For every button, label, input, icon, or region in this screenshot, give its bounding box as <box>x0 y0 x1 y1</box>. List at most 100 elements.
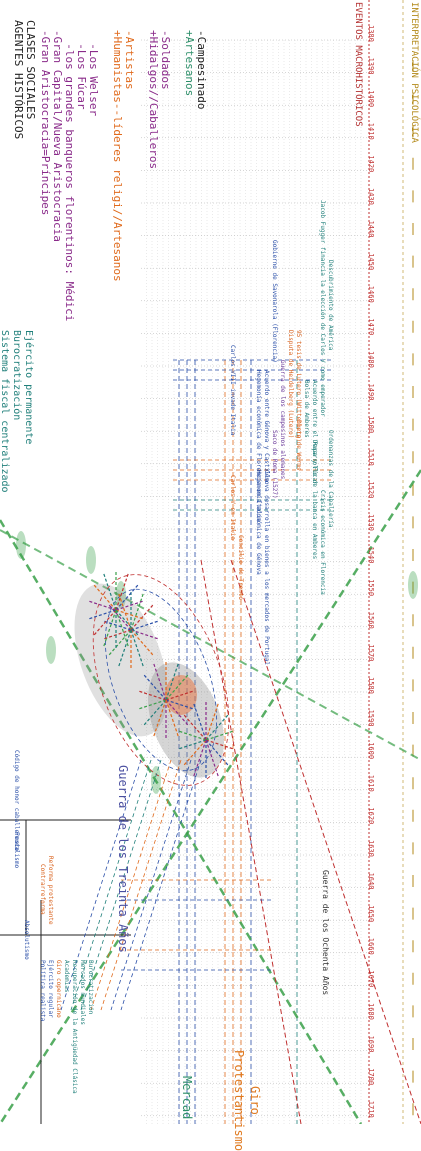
class-fucar: -Los Fúcar <box>75 30 88 110</box>
concept-giro-copernicano: Giro copernicano <box>55 960 62 1018</box>
year-label: 1520 <box>367 481 375 499</box>
year-label: 1680 <box>367 1003 375 1020</box>
label-giro: Giro <box>248 1086 262 1115</box>
axis-interpretacion-title: INTERPRETACIÓN PSICOLÓGICA <box>409 2 419 143</box>
year-label: 1510 <box>367 448 375 466</box>
year-label: 1410 <box>367 122 375 140</box>
event-heidelberg: Disputa de Heidelberg (Lutero) <box>287 330 294 439</box>
concept-academias: Academias <box>63 960 70 993</box>
state-burocratizacion: Burocratización <box>11 330 22 421</box>
green-highlight <box>408 571 418 599</box>
year-label: 1690 <box>367 1035 375 1053</box>
year-label: 1580 <box>367 677 375 694</box>
radiating-spoke <box>115 584 139 611</box>
concept-connector <box>120 759 202 1011</box>
radiating-spoke <box>108 629 132 656</box>
event-concilio-trento: Concilio de Trento <box>237 535 244 601</box>
class-welser: -Los Welser <box>87 30 100 117</box>
state-fiscal: Sistema fiscal centralizado <box>0 330 10 493</box>
year-label: 1420 <box>367 155 375 173</box>
class-medici: -los grandes banqueros florentinos: Médi… <box>63 30 76 322</box>
year-label: 1590 <box>367 709 375 727</box>
concept-burocratizacion: Burocratización <box>87 960 94 1015</box>
green-highlight <box>151 766 161 794</box>
year-label: 1710 <box>367 1100 375 1118</box>
year-label: 1390 <box>367 57 375 75</box>
label-mercado: Mercad <box>180 1076 194 1120</box>
class-hidalgos: +Hidalgos//Caballeros <box>147 30 160 170</box>
event-saco-roma: Saco de Roma (1527) <box>271 430 278 499</box>
concept-mercados: Mercados mundiales <box>79 960 86 1026</box>
year-label: 1440 <box>367 220 375 238</box>
event-ordenanzas: Ordenanzas de la Caballería <box>327 430 334 528</box>
year-label: 1460 <box>367 285 375 303</box>
class-soldados: -Soldados <box>159 30 172 90</box>
concept-politica-realista: Política realista <box>39 960 46 1022</box>
radiating-spoke <box>108 604 132 631</box>
class-gran-capital: -Gran Capital/Nueva Aristocracia <box>51 30 64 242</box>
radiating-spoke <box>205 739 219 777</box>
radiating-spoke <box>165 699 189 726</box>
green-highlight <box>86 546 96 574</box>
radiating-spoke <box>115 609 139 636</box>
event-crisis-florencia: Crisis económica en Florencia <box>319 490 326 595</box>
concept-connector <box>80 759 162 1011</box>
year-label: 1430 <box>367 188 375 205</box>
radiating-spoke <box>93 609 117 636</box>
concept-connector <box>90 759 172 1011</box>
radiating-spoke <box>130 604 154 631</box>
year-label: 1470 <box>367 318 375 336</box>
year-label: 1380 <box>367 25 375 42</box>
radiating-spoke <box>103 609 117 647</box>
concept-reforma: Reforma protestante <box>47 856 54 925</box>
red-diagonal-1 <box>230 559 421 1124</box>
event-carlos-v: Carlos V en Italia <box>229 475 236 541</box>
radiating-spoke <box>115 573 129 611</box>
radiating-spoke <box>193 703 207 741</box>
green-highlight <box>16 531 26 559</box>
event-dieta-worms: Dieta de Worms <box>295 420 302 471</box>
year-label: 1500 <box>367 416 375 434</box>
concept-antiguedad: Recuperación de la Antigüedad Clásica <box>71 960 78 1094</box>
concept-connector <box>100 759 182 1011</box>
radiating-spoke <box>143 674 167 701</box>
year-label: 1540 <box>367 546 375 564</box>
ellipse-blue-outline <box>105 588 217 772</box>
concept-connector <box>70 759 152 1011</box>
concept-connector <box>60 759 142 1011</box>
radiating-spoke <box>118 629 132 667</box>
year-label: 1670 <box>367 970 375 988</box>
axis-eventos-title: EVENTOS MACROHISTÓRICOS <box>353 2 363 127</box>
radiating-spoke <box>130 629 144 667</box>
radiating-spoke <box>165 674 189 701</box>
year-label: 1490 <box>367 383 375 401</box>
concept-feudalismo: Feudalismo <box>13 832 20 869</box>
radiating-spoke <box>130 593 144 631</box>
concept-connector <box>110 759 192 1011</box>
radiating-spoke <box>103 573 117 611</box>
radiating-spoke <box>183 739 207 766</box>
radiating-spoke <box>193 739 207 777</box>
year-label: 1640 <box>367 872 375 890</box>
year-label: 1700 <box>367 1068 375 1086</box>
event-savonarola: Gobierno de Savonarola (Florencia) <box>271 240 278 363</box>
radiating-spoke <box>205 739 229 766</box>
class-humanistas: +Humanistas--líderes religi//Artesanos <box>111 30 124 282</box>
year-label: 1620 <box>367 807 375 825</box>
year-label: 1400 <box>367 90 375 108</box>
class-artistas: -Artistas <box>123 30 136 90</box>
year-label: 1480 <box>367 351 375 368</box>
diagram-lines <box>0 0 421 1124</box>
header-subtitle: CLASES SOCIALES <box>24 20 37 120</box>
event-bolsa-amberes: Bolsa de Amberes <box>303 380 310 438</box>
year-label: 1630 <box>367 840 375 857</box>
year-label: 1650 <box>367 905 375 923</box>
radiating-spoke <box>153 663 167 701</box>
year-label: 1530 <box>367 514 375 531</box>
state-ejercito: Ejército permanente <box>23 330 34 445</box>
year-label: 1560 <box>367 611 375 629</box>
year-label: 1570 <box>367 644 375 662</box>
radiating-spoke <box>183 714 207 741</box>
year-label: 1600 <box>367 742 375 760</box>
